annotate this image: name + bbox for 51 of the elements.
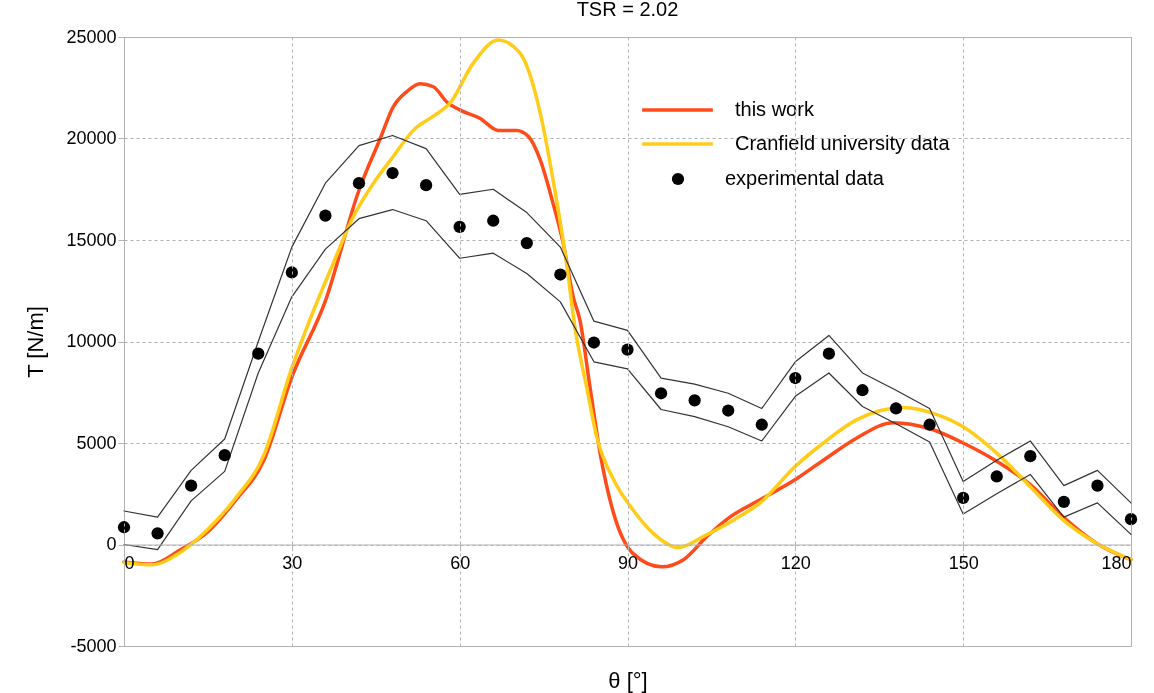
point <box>285 266 298 279</box>
x-tick-label: 180 <box>1101 553 1132 573</box>
point <box>386 166 399 180</box>
point <box>722 404 735 417</box>
y-tick-label: 0 <box>106 534 117 554</box>
point <box>957 491 970 504</box>
point <box>352 177 366 190</box>
point <box>252 347 265 360</box>
x-axis-title: θ [°] <box>608 667 648 693</box>
point <box>755 418 768 431</box>
point <box>621 343 634 356</box>
point <box>1091 479 1104 492</box>
point <box>117 521 131 534</box>
x-tick-label: 90 <box>617 553 639 573</box>
point <box>419 179 433 192</box>
x-tick-label: 120 <box>780 553 811 573</box>
y-tick-label: 10000 <box>66 331 117 351</box>
legend-label: experimental data <box>725 167 885 189</box>
line-series <box>123 134 1132 518</box>
x-tick-label: 30 <box>282 553 303 573</box>
point <box>923 418 936 431</box>
x-tick-label: 150 <box>948 553 979 573</box>
point <box>856 384 869 397</box>
legend-label: this work <box>735 98 815 120</box>
point <box>587 336 601 349</box>
point <box>185 479 198 492</box>
y-tick-label: 15000 <box>66 229 117 250</box>
point <box>1057 495 1070 508</box>
y-tick-label: -5000 <box>70 635 117 656</box>
y-tick-label: 20000 <box>66 128 117 148</box>
point <box>487 214 500 227</box>
point <box>990 470 1003 483</box>
y-tick-label: 5000 <box>76 432 117 453</box>
legend-label: Cranfield university data <box>735 132 951 154</box>
point <box>554 268 567 281</box>
point <box>453 220 466 233</box>
point <box>688 394 701 407</box>
point <box>654 387 668 400</box>
point <box>1124 513 1138 526</box>
point <box>1024 450 1037 463</box>
point <box>889 402 903 415</box>
point <box>151 527 164 540</box>
chart-title: TSR = 2.02 <box>576 0 679 20</box>
point <box>319 209 332 222</box>
point <box>789 371 802 385</box>
y-axis-title: T [N/m] <box>23 306 49 378</box>
y-tick-label: 25000 <box>66 26 117 47</box>
point <box>218 449 231 462</box>
point <box>520 236 533 250</box>
x-tick-label: 60 <box>450 553 471 573</box>
point <box>822 347 836 360</box>
